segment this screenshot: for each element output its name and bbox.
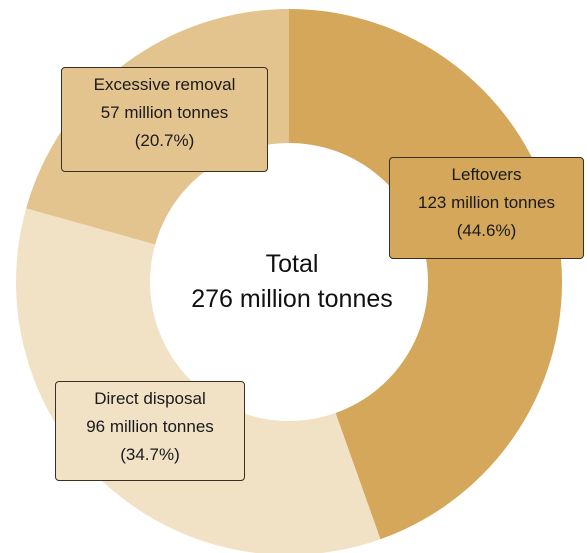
slice-percent-label: (20.7%) <box>134 131 195 150</box>
slice-name-label: Excessive removal <box>93 75 236 94</box>
slice-name-label: Leftovers <box>451 165 522 184</box>
slice-value-label: 96 million tonnes <box>86 417 214 436</box>
label-box-excessive-removal: Excessive removal 57 million tonnes (20.… <box>61 67 268 172</box>
label-box-leftovers: Leftovers 123 million tonnes (44.6%) <box>389 157 584 259</box>
label-box-direct-disposal: Direct disposal 96 million tonnes (34.7%… <box>55 381 245 481</box>
center-total-value: 276 million tonnes <box>191 285 393 313</box>
pie-slice-leftovers <box>289 9 562 540</box>
slice-name-label: Direct disposal <box>94 389 206 408</box>
slice-percent-label: (44.6%) <box>456 221 517 240</box>
slice-value-label: 123 million tonnes <box>417 193 556 212</box>
slice-value-label: 57 million tonnes <box>100 103 229 122</box>
slice-percent-label: (34.7%) <box>120 445 180 464</box>
center-total-label: Total <box>266 250 319 278</box>
